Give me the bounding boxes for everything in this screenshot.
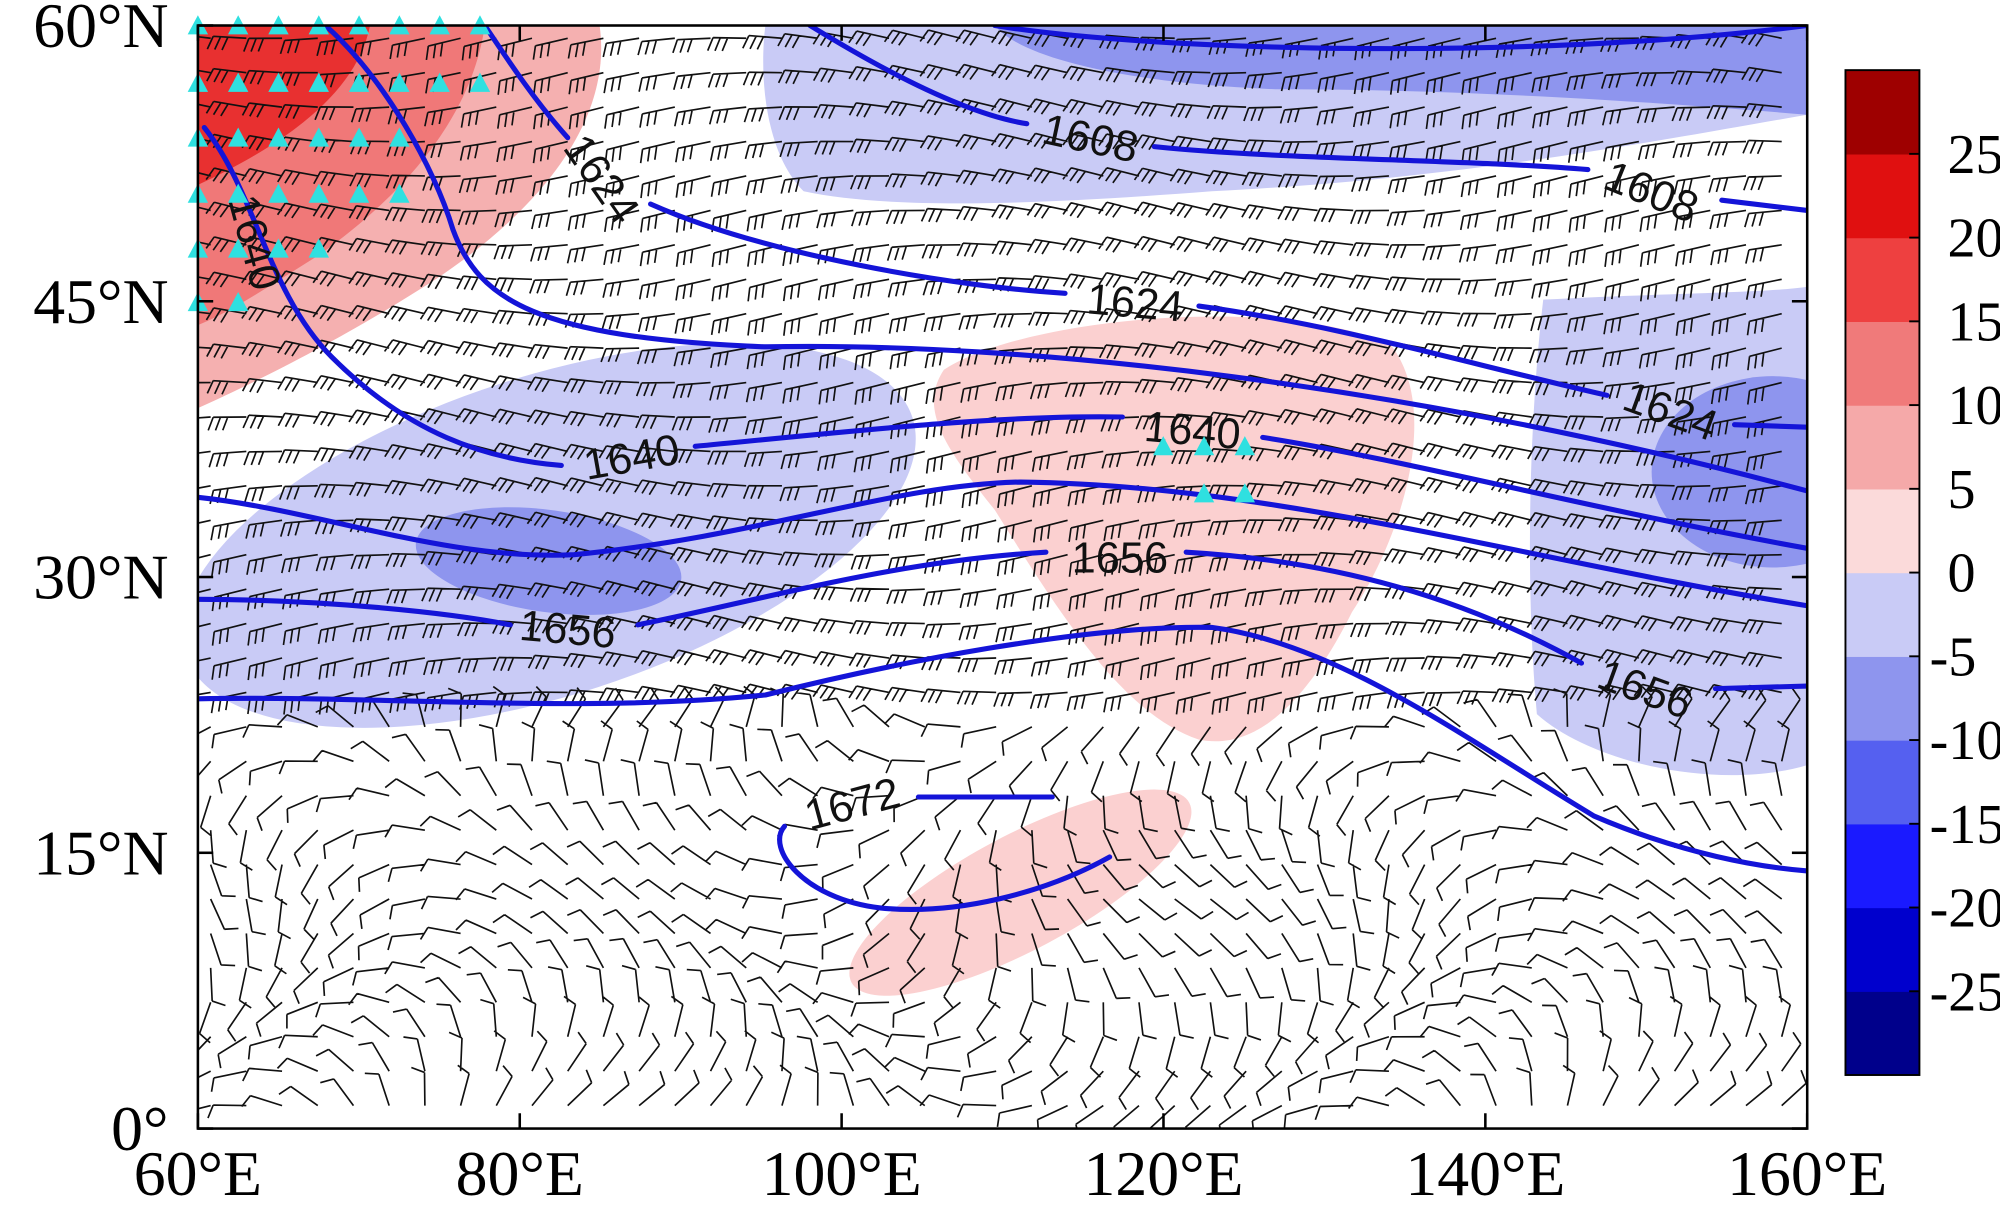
colorbar-swatch (1845, 488, 1920, 574)
triangle-marker (348, 127, 370, 147)
contour-line (197, 479, 1808, 609)
colorbar-tick-label: -10 (1930, 710, 2000, 772)
triangle-marker (308, 72, 329, 92)
triangle-marker (1193, 436, 1215, 456)
contour-line (777, 794, 1113, 912)
triangle-marker (268, 72, 289, 92)
colorbar-swatch (1845, 823, 1920, 909)
contour-label: 1624 (1085, 275, 1185, 331)
contour-line (322, 25, 1808, 494)
triangle-marker (308, 238, 329, 258)
colorbar-swatch (1845, 321, 1920, 406)
colorbar-swatch (1845, 70, 1920, 155)
x-tick-label: 120°E (1083, 1138, 1243, 1209)
contour-label: 1656 (1072, 535, 1168, 583)
contours (197, 25, 1808, 912)
axes: 60°E 80°E 100°E 120°E 140°E 160°E 0° 15°N 30°N 45… (33, 0, 1887, 1209)
triangle-marker (389, 127, 410, 147)
colorbar-swatch (1845, 740, 1920, 825)
colorbar-tick-label: 25 (1947, 124, 2000, 186)
x-tick-label: 80°E (456, 1138, 584, 1209)
positive-area (933, 316, 1415, 742)
negative-area (994, 25, 1808, 115)
triangle-marker (227, 127, 249, 147)
y-tick-label: 15°N (33, 817, 168, 888)
x-tick-label: 160°E (1727, 1138, 1887, 1209)
colorbar-tick-label: 5 (1947, 459, 1975, 521)
colorbar-tick-label: 10 (1947, 375, 2000, 437)
colorbar-swatch (1845, 991, 1920, 1076)
colorbar-swatch (1845, 907, 1920, 992)
colorbar-tick-label: 0 (1947, 543, 1975, 605)
triangle-marker (1193, 483, 1215, 503)
colorbar: -25 -20 -15 -10 -5 0 5 10 15 20 25 (1844, 69, 2000, 1076)
triangle-marker (227, 238, 249, 258)
triangle-marker (1234, 483, 1256, 503)
y-tick-label: 30°N (33, 542, 168, 613)
triangle-marker (308, 127, 329, 147)
colorbar-tick-label: -20 (1930, 878, 2000, 940)
triangle-marker (227, 183, 249, 203)
colorbar-swatch (1845, 153, 1920, 239)
y-tick-label: 0° (111, 1093, 168, 1164)
triangle-marker (389, 72, 410, 92)
triangle-marker (308, 183, 329, 203)
contour-line (992, 25, 1808, 52)
x-tick-label: 60°E (134, 1138, 262, 1209)
triangle-marker (268, 183, 289, 203)
triangle-marker (1234, 436, 1256, 456)
x-tick-label: 100°E (762, 1138, 922, 1209)
contour-line (482, 25, 1808, 430)
triangle-marker (227, 292, 249, 312)
triangle-marker (348, 183, 370, 203)
triangle-marker (268, 238, 289, 258)
colorbar-tick-label: -5 (1930, 626, 1977, 688)
colorbar-swatch (1845, 237, 1920, 322)
y-tick-label: 45°N (33, 266, 168, 337)
contour-line (807, 25, 1808, 213)
triangle-marker (1153, 436, 1174, 456)
triangle-marker (389, 183, 410, 203)
colorbar-tick-label: -25 (1930, 961, 2000, 1023)
contour-line (197, 624, 1808, 874)
colorbar-swatch (1845, 656, 1920, 741)
colorbar-tick-label: 20 (1947, 208, 2000, 270)
x-tick-label: 140°E (1405, 1138, 1565, 1209)
colorbar-swatch (1845, 405, 1920, 490)
colorbar-tick-label: -15 (1930, 794, 2000, 856)
triangle-marker (348, 72, 370, 92)
colorbar-tick-label: 15 (1947, 291, 2000, 353)
contour-line (197, 549, 1808, 692)
triangle-marker (227, 72, 249, 92)
contour-label: 1656 (517, 602, 617, 658)
y-tick-label: 60°N (33, 0, 168, 61)
triangle-marker (469, 72, 491, 92)
triangle-marker (429, 72, 450, 92)
triangle-marker (268, 127, 289, 147)
colorbar-swatch (1845, 572, 1920, 657)
